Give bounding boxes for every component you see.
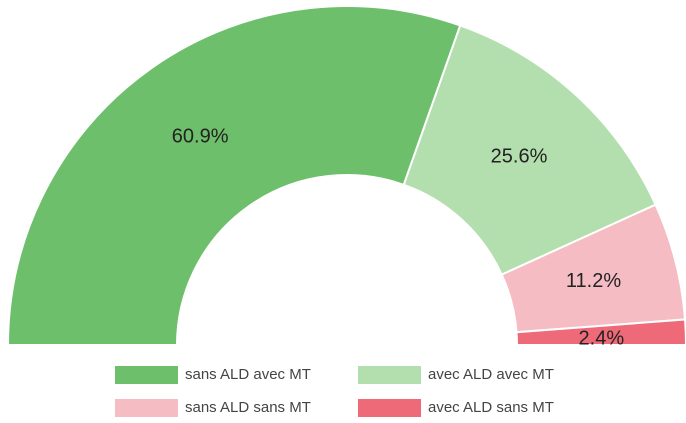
data-label: 25.6% <box>491 146 548 168</box>
legend-label: avec ALD sans MT <box>428 399 554 416</box>
legend-label: sans ALD sans MT <box>185 399 311 416</box>
data-label: 2.4% <box>579 327 625 349</box>
legend-swatch <box>115 399 178 417</box>
legend-label: sans ALD avec MT <box>185 366 311 383</box>
slice <box>402 24 657 276</box>
data-label: 11.2% <box>566 270 621 292</box>
data-label: 60.9% <box>172 125 229 147</box>
legend-swatch <box>358 366 421 384</box>
legend-swatch <box>358 399 421 417</box>
slice <box>6 5 462 346</box>
legend-swatch <box>115 366 178 384</box>
legend-label: avec ALD avec MT <box>428 366 554 383</box>
